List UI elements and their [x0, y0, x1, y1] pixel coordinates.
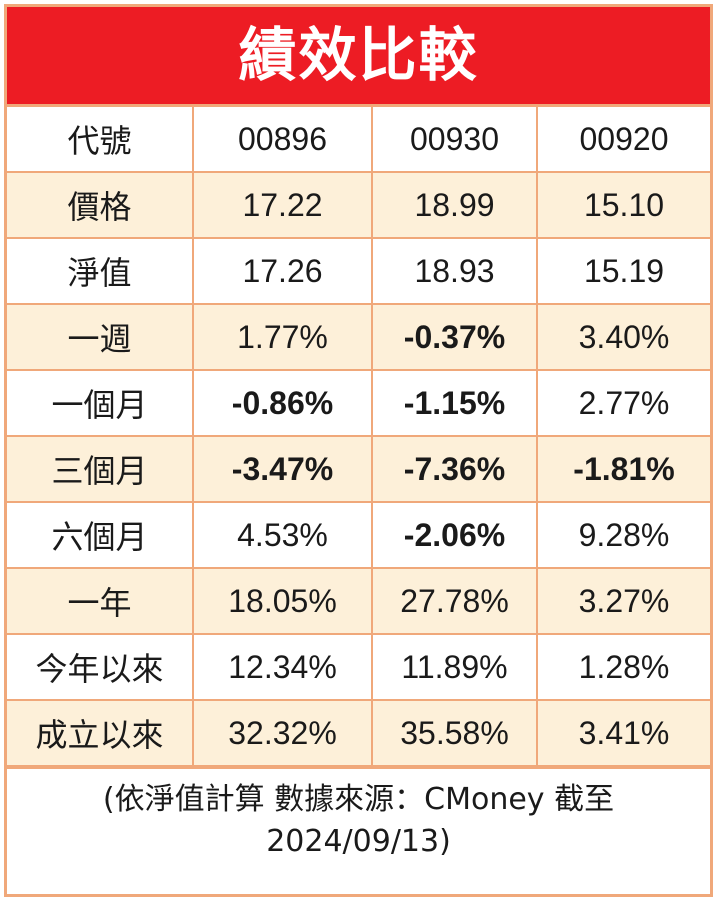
code-cell: 00920	[536, 107, 710, 173]
value-cell: 15.10	[536, 171, 710, 239]
value-cell: 1.28%	[536, 633, 710, 701]
value-cell: -2.06%	[371, 501, 538, 569]
performance-comparison-card: 績效比較 代號 00896 00930 00920 價格 17.22 18.99…	[4, 4, 713, 897]
value-cell: 2.77%	[536, 369, 710, 437]
performance-table: 代號 00896 00930 00920 價格 17.22 18.99 15.1…	[7, 107, 710, 767]
value-cell: 4.53%	[192, 501, 373, 569]
value-cell: 18.99	[371, 171, 538, 239]
value-cell: 35.58%	[371, 699, 538, 767]
value-cell: 17.22	[192, 171, 373, 239]
table-row: 價格 17.22 18.99 15.10	[7, 171, 710, 239]
value-cell: 15.19	[536, 237, 710, 305]
value-cell: 27.78%	[371, 567, 538, 635]
code-cell: 00930	[371, 107, 538, 173]
table-row: 今年以來 12.34% 11.89% 1.28%	[7, 633, 710, 701]
value-cell: 12.34%	[192, 633, 373, 701]
table-row: 六個月 4.53% -2.06% 9.28%	[7, 501, 710, 569]
value-cell: 32.32%	[192, 699, 373, 767]
row-label: 價格	[7, 171, 194, 239]
value-cell: 1.77%	[192, 303, 373, 371]
value-cell: -0.37%	[371, 303, 538, 371]
source-note-line-1: (依淨值計算 數據來源：CMoney 截至	[102, 782, 615, 817]
table-row: 一年 18.05% 27.78% 3.27%	[7, 567, 710, 635]
row-label: 一個月	[7, 369, 194, 437]
table-row: 淨值 17.26 18.93 15.19	[7, 237, 710, 305]
value-cell: 3.27%	[536, 567, 710, 635]
value-cell: -1.81%	[536, 435, 710, 503]
table-row: 三個月 -3.47% -7.36% -1.81%	[7, 435, 710, 503]
value-cell: 11.89%	[371, 633, 538, 701]
header-row: 代號 00896 00930 00920	[7, 107, 710, 173]
row-label: 今年以來	[7, 633, 194, 701]
value-cell: 18.93	[371, 237, 538, 305]
source-note-line-2: 2024/09/13)	[266, 824, 451, 859]
row-label: 三個月	[7, 435, 194, 503]
row-label: 一年	[7, 567, 194, 635]
value-cell: 9.28%	[536, 501, 710, 569]
table-row: 一週 1.77% -0.37% 3.40%	[7, 303, 710, 371]
value-cell: -3.47%	[192, 435, 373, 503]
value-cell: -1.15%	[371, 369, 538, 437]
value-cell: 17.26	[192, 237, 373, 305]
table-title: 績效比較	[7, 7, 710, 107]
value-cell: 3.41%	[536, 699, 710, 767]
row-label: 淨值	[7, 237, 194, 305]
value-cell: 3.40%	[536, 303, 710, 371]
table-row: 一個月 -0.86% -1.15% 2.77%	[7, 369, 710, 437]
source-note: (依淨值計算 數據來源：CMoney 截至 2024/09/13)	[7, 767, 710, 874]
table-row: 成立以來 32.32% 35.58% 3.41%	[7, 699, 710, 767]
row-label: 成立以來	[7, 699, 194, 767]
row-label: 六個月	[7, 501, 194, 569]
value-cell: 18.05%	[192, 567, 373, 635]
code-cell: 00896	[192, 107, 373, 173]
value-cell: -0.86%	[192, 369, 373, 437]
value-cell: -7.36%	[371, 435, 538, 503]
header-label: 代號	[7, 107, 194, 173]
row-label: 一週	[7, 303, 194, 371]
